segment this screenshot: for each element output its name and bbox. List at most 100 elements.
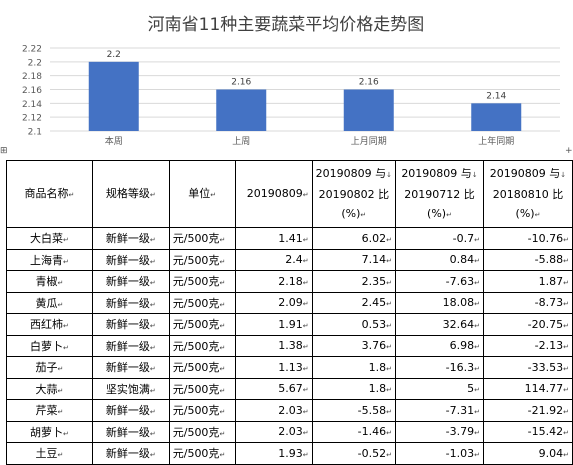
y-tick-label: 2.18 bbox=[22, 72, 42, 82]
paragraph-mark-icon: ↵ bbox=[474, 364, 480, 373]
table-header-row: 商品名称↵ 规格等级↵ 单位↵ 20190809↵ 20190809 与↓ 20… bbox=[6, 160, 573, 228]
bar bbox=[216, 89, 267, 131]
cell-unit: 元/500克↵ bbox=[168, 334, 236, 357]
paragraph-mark-icon: ↵ bbox=[219, 408, 226, 417]
table-move-handle-icon[interactable]: ⊞ bbox=[0, 146, 8, 156]
cell-year-over-year: 1.87↵ bbox=[482, 270, 573, 293]
paragraph-mark-icon: ↵ bbox=[302, 407, 309, 416]
table-row: 芹菜↵ 新鲜一级↵ 元/500克↵ 2.03↵ -5.58↵ -7.31↵ -21.92↵ bbox=[6, 399, 573, 422]
paragraph-mark-icon: ↵ bbox=[386, 407, 393, 416]
paragraph-mark-icon: ↵ bbox=[302, 235, 309, 244]
cell-week-over-week: 6.02↵ bbox=[311, 227, 397, 250]
cell-grade: 新鲜一级↵ bbox=[91, 334, 170, 357]
table-body: 大白菜↵ 新鲜一级↵ 元/500克↵ 1.41↵ 6.02↵ -0.7↵ -10.76↵ 上海… bbox=[6, 227, 573, 465]
cell-month-over-month: -7.31↵ bbox=[395, 399, 484, 422]
cell-week-over-week: 1.8↵ bbox=[311, 377, 397, 400]
paragraph-mark-icon: ↵ bbox=[62, 322, 69, 331]
table-row: 白萝卜↵ 新鲜一级↵ 元/500克↵ 1.38↵ 3.76↵ 6.98↵ -2.13↵ bbox=[6, 334, 573, 357]
cell-unit: 元/500克↵ bbox=[168, 442, 236, 465]
bar-value-label: 2.16 bbox=[359, 78, 379, 88]
paragraph-mark-icon: ↵ bbox=[474, 235, 480, 244]
paragraph-mark-icon: ↵ bbox=[219, 343, 226, 352]
table-row: 大白菜↵ 新鲜一级↵ 元/500克↵ 1.41↵ 6.02↵ -0.7↵ -10.76↵ bbox=[6, 227, 573, 250]
cell-month-over-month: -7.63↵ bbox=[395, 270, 484, 293]
paragraph-mark-icon: ↵ bbox=[386, 364, 393, 373]
bar-value-label: 2.16 bbox=[231, 78, 251, 88]
table-row: 西红柿↵ 新鲜一级↵ 元/500克↵ 1.91↵ 0.53↵ 32.64↵ -20.75↵ bbox=[6, 313, 573, 336]
paragraph-mark-icon: ↵ bbox=[57, 300, 64, 309]
paragraph-mark-icon: ↵ bbox=[149, 343, 156, 352]
paragraph-mark-icon: ↵ bbox=[62, 343, 69, 352]
cell-grade: 新鲜一级↵ bbox=[91, 313, 170, 336]
header-week-over-week: 20190809 与↓ 20190802 比 (%)↵ bbox=[311, 160, 397, 228]
table-row: 黄瓜↵ 新鲜一级↵ 元/500克↵ 2.09↵ 2.45↵ 18.08↵ -8.73↵ bbox=[6, 291, 573, 314]
cell-unit: 元/500克↵ bbox=[168, 291, 236, 314]
paragraph-mark-icon: ↵ bbox=[474, 278, 480, 287]
paragraph-mark-icon: ↵ bbox=[149, 386, 156, 395]
paragraph-mark-icon: ↵ bbox=[563, 364, 569, 373]
cell-unit: 元/500克↵ bbox=[168, 420, 236, 443]
paragraph-mark-icon: ↵ bbox=[386, 429, 393, 438]
cell-week-over-week: 0.53↵ bbox=[311, 313, 397, 336]
cell-month-over-month: 18.08↵ bbox=[395, 291, 484, 314]
paragraph-mark-icon: ↵ bbox=[62, 236, 69, 245]
cell-grade: 新鲜一级↵ bbox=[91, 270, 170, 293]
bar bbox=[343, 89, 394, 131]
y-tick-label: 2.1 bbox=[28, 128, 42, 138]
cell-name: 芹菜↵ bbox=[6, 399, 93, 422]
paragraph-mark-icon: ↵ bbox=[386, 450, 393, 459]
cell-year-over-year: -33.53↵ bbox=[482, 356, 573, 379]
paragraph-mark-icon: ↵ bbox=[563, 321, 569, 330]
paragraph-mark-icon: ↵ bbox=[219, 300, 226, 309]
paragraph-mark-icon: ↵ bbox=[302, 278, 309, 287]
cell-week-over-week: -5.58↵ bbox=[311, 399, 397, 422]
paragraph-mark-icon: ↵ bbox=[563, 343, 569, 352]
paragraph-mark-icon: ↵ bbox=[386, 300, 393, 309]
cell-grade: 新鲜一级↵ bbox=[91, 420, 170, 443]
x-tick-label: 上年同期 bbox=[478, 135, 514, 147]
paragraph-mark-icon: ↵ bbox=[386, 257, 393, 266]
cell-month-over-month: -3.79↵ bbox=[395, 420, 484, 443]
table-row: 上海青↵ 新鲜一级↵ 元/500克↵ 2.4↵ 7.14↵ 0.84↵ -5.88↵ bbox=[6, 248, 573, 271]
y-tick-label: 2.2 bbox=[28, 58, 42, 68]
cell-month-over-month: 6.98↵ bbox=[395, 334, 484, 357]
cell-price: 2.03↵ bbox=[234, 420, 313, 443]
cell-name: 大白菜↵ bbox=[6, 227, 93, 250]
paragraph-mark-icon: ↵ bbox=[62, 429, 69, 438]
paragraph-mark-icon: ↵ bbox=[474, 257, 480, 266]
cell-year-over-year: -21.92↵ bbox=[482, 399, 573, 422]
cell-year-over-year: 114.77↵ bbox=[482, 377, 573, 400]
cell-price: 1.41↵ bbox=[234, 227, 313, 250]
paragraph-mark-icon: ↵ bbox=[62, 257, 69, 266]
paragraph-mark-icon: ↵ bbox=[219, 386, 226, 395]
cell-name: 青椒↵ bbox=[6, 270, 93, 293]
cell-unit: 元/500克↵ bbox=[168, 248, 236, 271]
paragraph-mark-icon: ↵ bbox=[386, 386, 393, 395]
y-tick-label: 2.16 bbox=[22, 86, 42, 96]
paragraph-mark-icon: ↵ bbox=[149, 451, 156, 460]
paragraph-mark-icon: ↵ bbox=[563, 429, 569, 438]
paragraph-mark-icon: ↵ bbox=[57, 451, 64, 460]
paragraph-mark-icon: ↵ bbox=[57, 386, 64, 395]
cell-price: 2.03↵ bbox=[234, 399, 313, 422]
paragraph-mark-icon: ↵ bbox=[302, 364, 309, 373]
paragraph-mark-icon: ↵ bbox=[386, 321, 393, 330]
bar bbox=[88, 61, 139, 132]
cell-week-over-week: 1.8↵ bbox=[311, 356, 397, 379]
table-resize-handle-icon[interactable]: + bbox=[565, 146, 573, 156]
cell-unit: 元/500克↵ bbox=[168, 399, 236, 422]
cell-name: 茄子↵ bbox=[6, 356, 93, 379]
paragraph-mark-icon: ↵ bbox=[563, 278, 569, 287]
paragraph-mark-icon: ↵ bbox=[563, 386, 569, 395]
cell-week-over-week: -1.46↵ bbox=[311, 420, 397, 443]
paragraph-mark-icon: ↵ bbox=[57, 365, 64, 374]
table-row: 青椒↵ 新鲜一级↵ 元/500克↵ 2.18↵ 2.35↵ -7.63↵ 1.87↵ bbox=[6, 270, 573, 293]
cell-year-over-year: -2.13↵ bbox=[482, 334, 573, 357]
paragraph-mark-icon: ↵ bbox=[219, 451, 226, 460]
cell-month-over-month: -16.3↵ bbox=[395, 356, 484, 379]
table-row: 土豆↵ 新鲜一级↵ 元/500克↵ 1.93↵ -0.52↵ -1.03↵ 9.04↵ bbox=[6, 442, 573, 465]
header-date: 20190809↵ bbox=[234, 160, 313, 228]
header-grade: 规格等级↵ bbox=[91, 160, 170, 228]
chart-title: 河南省11种主要蔬菜平均价格走势图 bbox=[148, 15, 425, 35]
bar-chart-svg: 河南省11种主要蔬菜平均价格走势图2.12.122.142.162.182.22… bbox=[22, 15, 560, 147]
